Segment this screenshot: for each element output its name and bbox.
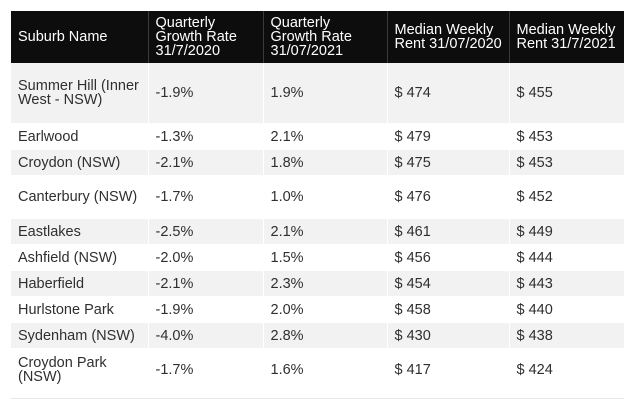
table-row: Eastlakes -2.5% 2.1% $ 461 $ 449 (11, 218, 624, 245)
cell-rent-2020: $ 417 (387, 348, 510, 392)
cell-suburb: Canterbury (NSW) (11, 175, 149, 219)
cell-rent-2021: $ 449 (509, 218, 624, 245)
cell-suburb: Sydenham (NSW) (11, 322, 149, 349)
cell-rent-2020: $ 479 (387, 123, 510, 150)
cell-growth-2020: -2.1% (148, 270, 264, 297)
cell-suburb: Croydon Park (NSW) (11, 348, 149, 392)
cell-growth-2020: -4.0% (148, 322, 264, 349)
cell-rent-2020: $ 456 (387, 244, 510, 271)
cell-rent-2020: $ 458 (387, 296, 510, 323)
table-row: Haberfield -2.1% 2.3% $ 454 $ 443 (11, 270, 624, 297)
table-row: Ashfield (NSW) -2.0% 1.5% $ 456 $ 444 (11, 244, 624, 271)
cell-growth-2021: 2.0% (263, 296, 388, 323)
table-row: Summer Hill (Inner West - NSW) -1.9% 1.9… (11, 63, 624, 124)
cell-growth-2020: -2.0% (148, 244, 264, 271)
cell-growth-2020: -1.9% (148, 63, 264, 124)
table-row: Croydon Park (NSW) -1.7% 1.6% $ 417 $ 42… (11, 348, 624, 392)
cell-suburb: Haberfield (11, 270, 149, 297)
rent-growth-table: Suburb Name Quarterly Growth Rate 31/7/2… (11, 11, 624, 392)
header-growth-2021: Quarterly Growth Rate 31/07/2021 (263, 11, 388, 63)
cell-growth-2021: 2.8% (263, 322, 388, 349)
cell-rent-2020: $ 461 (387, 218, 510, 245)
cell-rent-2020: $ 476 (387, 175, 510, 219)
cell-suburb: Croydon (NSW) (11, 149, 149, 176)
table-row: Croydon (NSW) -2.1% 1.8% $ 475 $ 453 (11, 149, 624, 176)
cell-growth-2021: 1.5% (263, 244, 388, 271)
header-rent-2020: Median Weekly Rent 31/07/2020 (387, 11, 510, 63)
cell-growth-2021: 1.6% (263, 348, 388, 392)
cell-growth-2021: 1.0% (263, 175, 388, 219)
table-header-row: Suburb Name Quarterly Growth Rate 31/7/2… (11, 11, 624, 63)
cell-growth-2021: 2.1% (263, 123, 388, 150)
table-row: Canterbury (NSW) -1.7% 1.0% $ 476 $ 452 (11, 175, 624, 219)
cell-rent-2021: $ 444 (509, 244, 624, 271)
cell-growth-2021: 1.8% (263, 149, 388, 176)
cell-suburb: Summer Hill (Inner West - NSW) (11, 63, 149, 124)
cell-rent-2021: $ 453 (509, 123, 624, 150)
cell-rent-2020: $ 454 (387, 270, 510, 297)
cell-growth-2020: -2.1% (148, 149, 264, 176)
cell-rent-2021: $ 455 (509, 63, 624, 124)
cell-rent-2021: $ 424 (509, 348, 624, 392)
header-suburb-name: Suburb Name (11, 11, 149, 63)
cell-rent-2020: $ 474 (387, 63, 510, 124)
cell-suburb: Ashfield (NSW) (11, 244, 149, 271)
cell-rent-2021: $ 453 (509, 149, 624, 176)
cell-rent-2020: $ 475 (387, 149, 510, 176)
table-bottom-divider (11, 398, 624, 399)
cell-growth-2020: -1.3% (148, 123, 264, 150)
table-row: Sydenham (NSW) -4.0% 2.8% $ 430 $ 438 (11, 322, 624, 349)
cell-growth-2021: 1.9% (263, 63, 388, 124)
cell-rent-2021: $ 438 (509, 322, 624, 349)
header-growth-2020: Quarterly Growth Rate 31/7/2020 (148, 11, 264, 63)
cell-suburb: Hurlstone Park (11, 296, 149, 323)
cell-rent-2021: $ 440 (509, 296, 624, 323)
cell-suburb: Eastlakes (11, 218, 149, 245)
cell-growth-2021: 2.3% (263, 270, 388, 297)
table-row: Earlwood -1.3% 2.1% $ 479 $ 453 (11, 123, 624, 150)
rent-table-container: Suburb Name Quarterly Growth Rate 31/7/2… (11, 11, 624, 392)
cell-suburb: Earlwood (11, 123, 149, 150)
header-rent-2021: Median Weekly Rent 31/7/2021 (509, 11, 624, 63)
cell-growth-2020: -1.7% (148, 175, 264, 219)
cell-rent-2021: $ 443 (509, 270, 624, 297)
cell-growth-2020: -2.5% (148, 218, 264, 245)
cell-rent-2021: $ 452 (509, 175, 624, 219)
cell-growth-2021: 2.1% (263, 218, 388, 245)
cell-rent-2020: $ 430 (387, 322, 510, 349)
cell-growth-2020: -1.7% (148, 348, 264, 392)
table-row: Hurlstone Park -1.9% 2.0% $ 458 $ 440 (11, 296, 624, 323)
cell-growth-2020: -1.9% (148, 296, 264, 323)
